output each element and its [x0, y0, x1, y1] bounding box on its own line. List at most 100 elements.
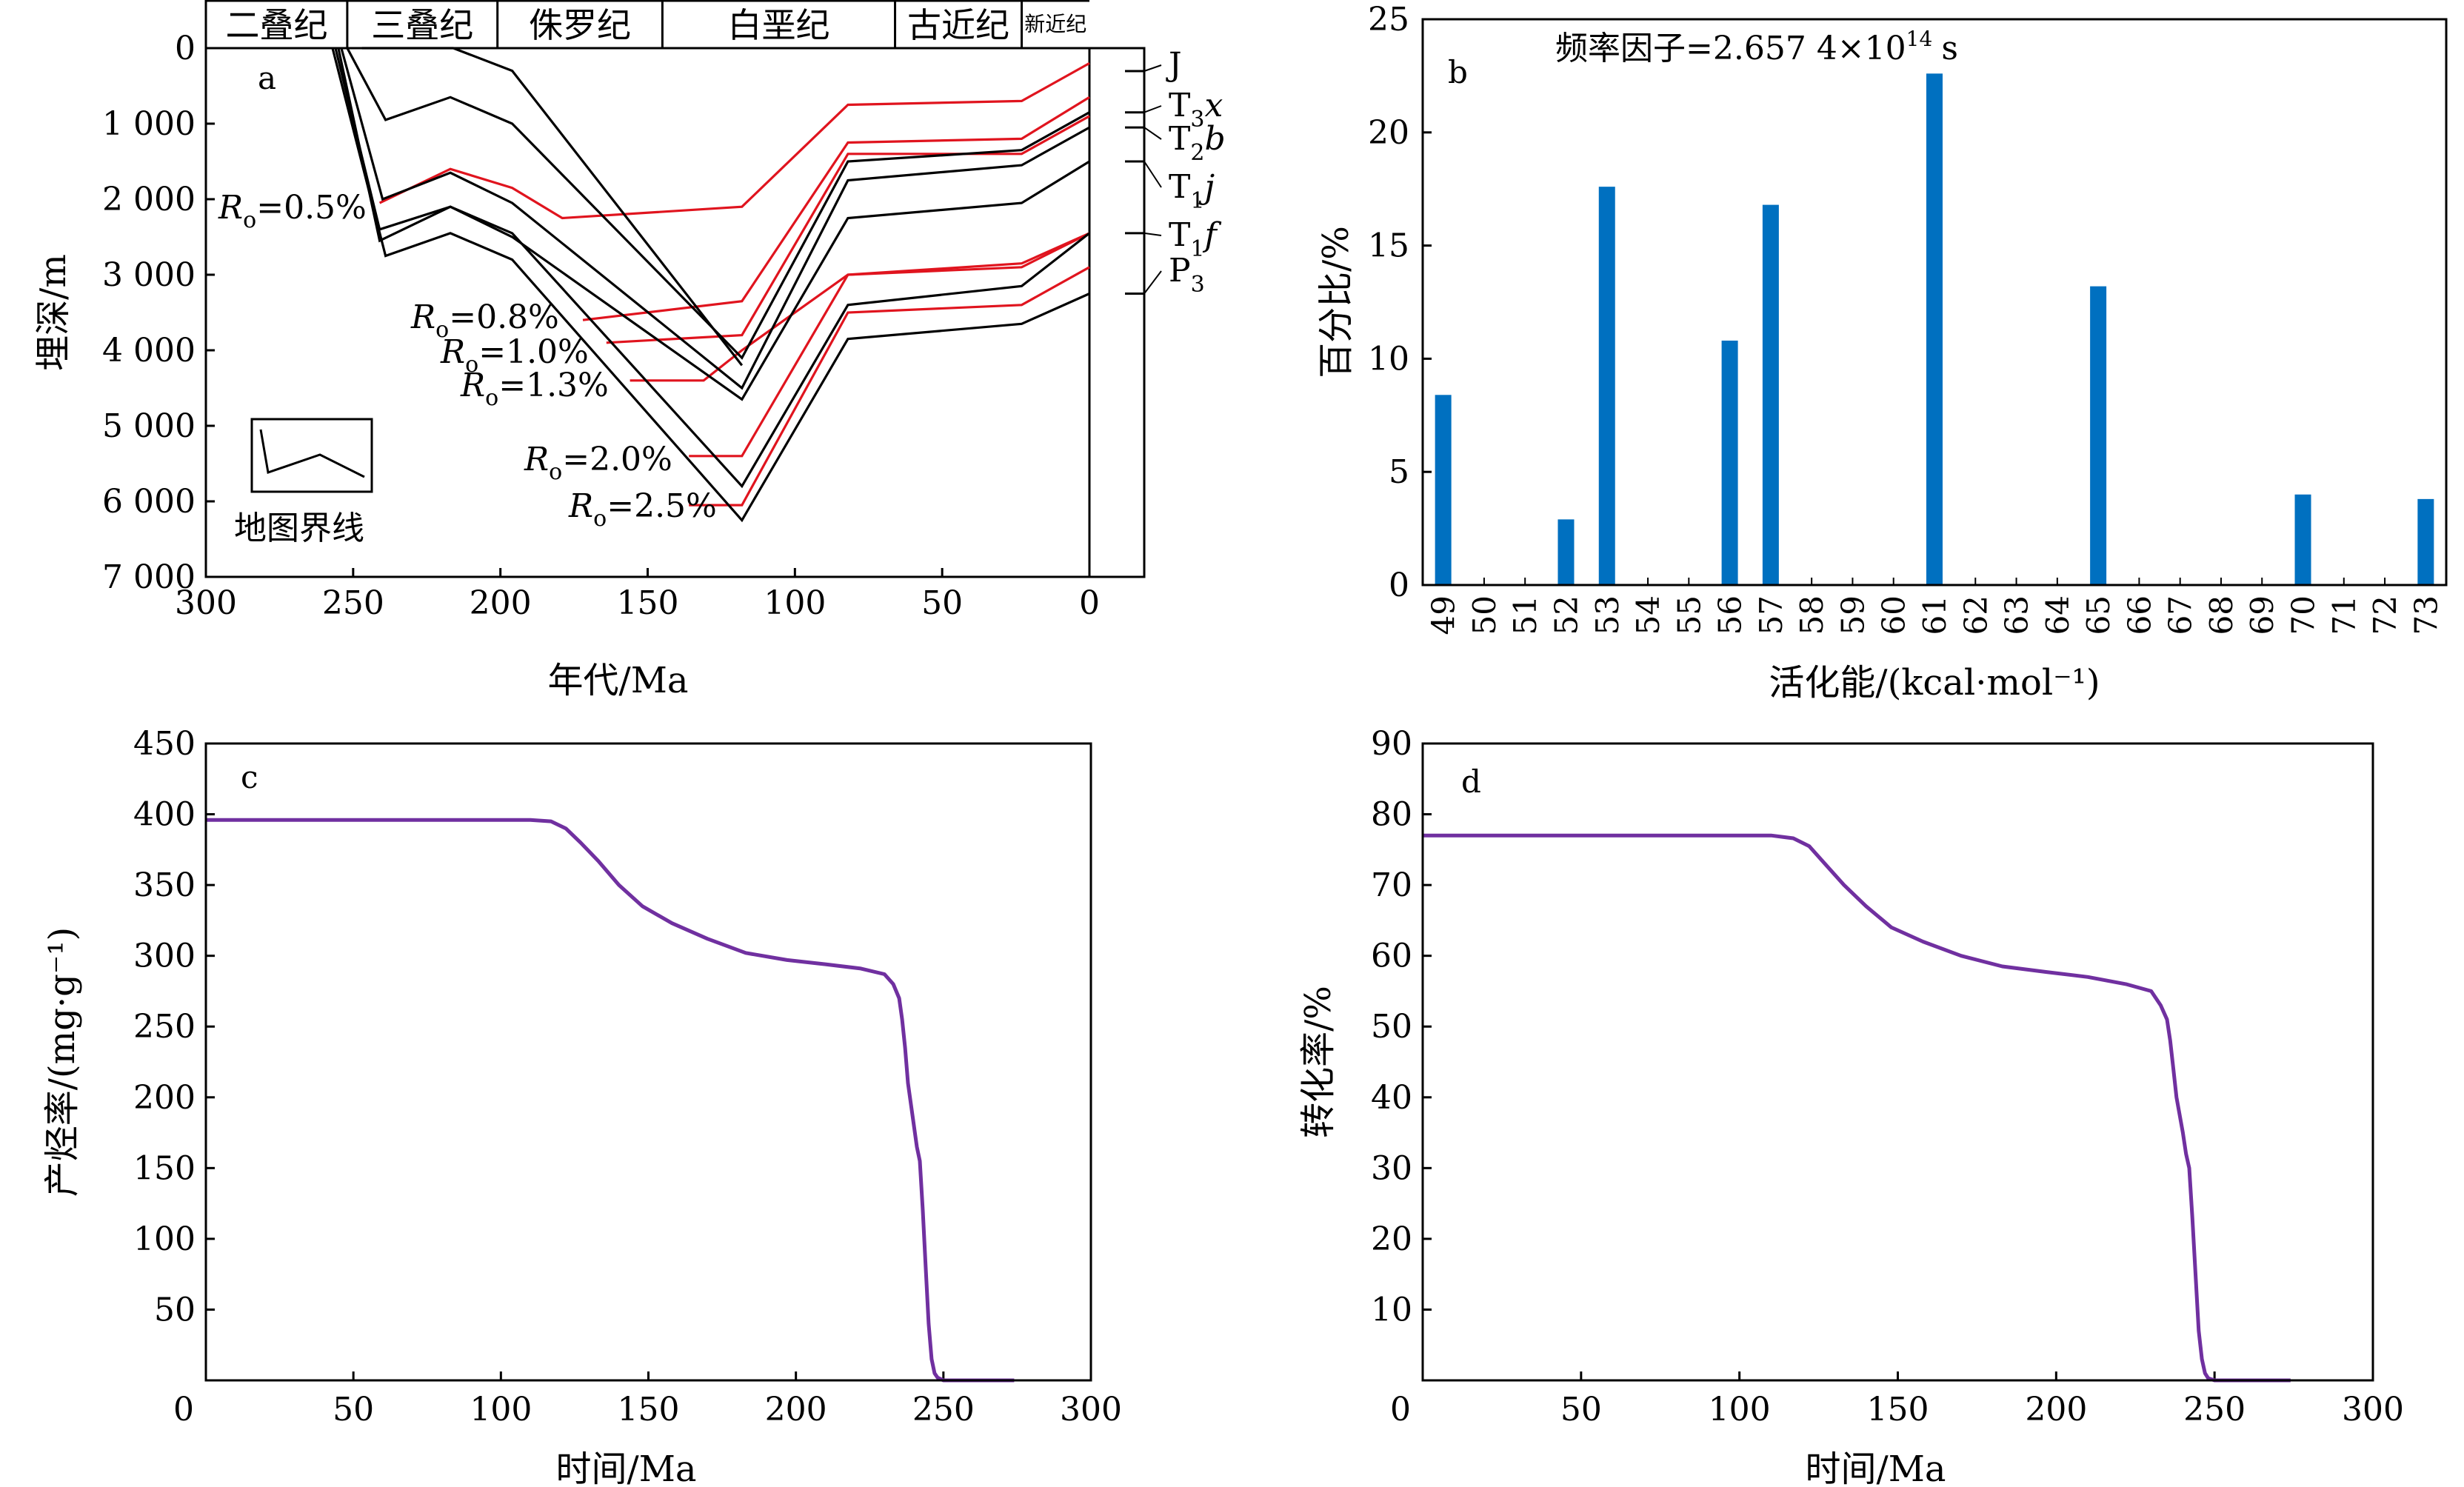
- bar: [2090, 286, 2107, 585]
- panel-c-letter: c: [241, 759, 258, 795]
- bar: [1721, 340, 1738, 585]
- bar: [1598, 187, 1615, 586]
- x-tick-label: 69: [2244, 595, 2280, 635]
- y-tick-label: 100: [133, 1220, 196, 1258]
- x-axis-label: 时间/Ma: [1806, 1448, 1946, 1487]
- y-axis-label: 产烃率/(mg·g⁻¹): [41, 927, 83, 1197]
- panel-c-series: [206, 818, 1015, 1383]
- panel-d-series: [1423, 833, 2291, 1383]
- panel-c-axes: 0 50 100 150 200 250 300 50 100 150 200 250 300 350 40…: [41, 725, 1122, 1487]
- x-tick-label: 61: [1917, 595, 1953, 635]
- y-tick-label: 4 000: [102, 332, 196, 370]
- panel-a-axes: 300 250 200 150 100 50 0 0 1 000 2 000 3 000 4 000 5…: [33, 30, 1100, 701]
- panel-c-hydrocarbon-yield: 0 50 100 150 200 250 300 50 100 150 200 250 300 350 40…: [41, 725, 1122, 1487]
- x-axis-label: 年代/Ma: [548, 660, 689, 701]
- x-tick-label: 57: [1753, 595, 1789, 635]
- y-tick-label: 70: [1371, 866, 1412, 904]
- x-tick-label: 250: [2183, 1391, 2246, 1428]
- y-tick-label: 10: [1368, 340, 1409, 378]
- y-tick-label: 5 000: [102, 407, 196, 445]
- y-tick-label: 250: [133, 1008, 196, 1046]
- x-tick-label: 52: [1548, 595, 1584, 635]
- ro-label: Ro=0.5%: [218, 189, 367, 233]
- strata-burial-curves: [331, 47, 1090, 523]
- y-tick-label: 350: [133, 866, 196, 904]
- panel-c-plot-frame: [204, 742, 1092, 1382]
- panel-a-strata-column: [1088, 47, 1146, 578]
- period-bar: 二叠纪 三叠纪 侏罗纪 白垩纪 古近纪 新近纪: [204, 0, 1089, 48]
- panel-b-letter: b: [1448, 54, 1468, 90]
- y-tick-label: 2 000: [102, 181, 196, 218]
- bar: [2417, 498, 2434, 585]
- panel-d-letter: d: [1461, 763, 1481, 800]
- x-tick-label: 300: [1060, 1391, 1122, 1428]
- y-tick-label: 1 000: [102, 105, 196, 143]
- x-tick-label: 100: [470, 1391, 532, 1428]
- x-tick-label: 0: [1079, 584, 1100, 622]
- x-tick-label: 300: [2342, 1391, 2404, 1428]
- period-label: 三叠纪: [371, 5, 473, 45]
- legend-boundary-line-icon: [259, 429, 365, 478]
- series-line: [206, 818, 1015, 1383]
- stratum-burial-curve: [337, 47, 1090, 401]
- legend-label: 地图界线: [234, 509, 364, 547]
- y-tick-label: 50: [1371, 1008, 1412, 1046]
- y-tick-label: 90: [1371, 725, 1412, 763]
- ro-label: Ro=1.3%: [460, 367, 609, 411]
- y-tick-label: 20: [1368, 114, 1409, 152]
- stratum-label: T1j: [1169, 168, 1215, 214]
- y-axis-label: 百分比/%: [1315, 226, 1357, 378]
- legend-box: [250, 418, 373, 493]
- panel-b-activation-energy: 0 5 10 15 20 25 49 50 51 52 53 54 55 56 57 58 59 60 61 62 63…: [1315, 1, 2448, 704]
- stratum-burial-curve: [340, 47, 1090, 390]
- x-tick-label: 70: [2286, 595, 2322, 635]
- y-tick-label: 200: [133, 1079, 196, 1117]
- panel-b-plot-frame: [1421, 18, 2448, 587]
- y-tick-label: 40: [1371, 1079, 1412, 1117]
- x-tick-label: 67: [2163, 595, 2199, 635]
- x-tick-label: 100: [1709, 1391, 1771, 1428]
- panel-b-axes: 0 5 10 15 20 25 49 50 51 52 53 54 55 56 57 58 59 60 61 62 63…: [1315, 1, 2444, 704]
- x-tick-label: 50: [1466, 595, 1503, 635]
- y-tick-label: 5: [1389, 453, 1409, 491]
- x-tick-label: 49: [1426, 595, 1462, 635]
- panel-a-burial-history: 二叠纪 三叠纪 侏罗纪 白垩纪 古近纪 新近纪 300 250 200 150 100 50 0 0 1 …: [33, 0, 1226, 701]
- x-tick-label: 60: [1876, 595, 1912, 635]
- series-line: [1423, 833, 2291, 1383]
- y-axis-label: 转化率/%: [1298, 986, 1339, 1138]
- x-tick-label: 64: [2040, 595, 2076, 635]
- x-axis-label: 时间/Ma: [556, 1448, 697, 1487]
- stratum-leader: [1143, 232, 1162, 236]
- period-label: 侏罗纪: [529, 5, 631, 45]
- x-tick-label: 0: [1390, 1391, 1411, 1428]
- panel-d-conversion-rate: 0 50 100 150 200 250 300 10 20 30 40 50 60 70 80 90 时间/M…: [1298, 725, 2404, 1487]
- period-label: 二叠纪: [225, 5, 327, 45]
- x-tick-label: 200: [470, 584, 532, 622]
- y-tick-label: 20: [1371, 1220, 1412, 1258]
- x-tick-label: 65: [2080, 595, 2117, 635]
- bar: [1435, 395, 1452, 585]
- y-tick-label: 6 000: [102, 483, 196, 521]
- y-axis-label: 埋深/m: [33, 254, 74, 371]
- y-tick-label: 30: [1371, 1149, 1412, 1187]
- period-label: 古近纪: [907, 5, 1009, 45]
- x-tick-label: 58: [1794, 595, 1830, 635]
- y-tick-label: 7 000: [102, 558, 196, 596]
- y-tick-label: 10: [1371, 1291, 1412, 1329]
- ro-isolines: [378, 62, 1090, 507]
- stratum-burial-curve: [331, 47, 1090, 523]
- x-tick-label: 51: [1507, 595, 1543, 635]
- period-label: 白垩纪: [727, 5, 829, 45]
- panel-d-axes: 0 50 100 150 200 250 300 10 20 30 40 50 60 70 80 90 时间/M…: [1298, 725, 2404, 1487]
- bar: [1926, 73, 1943, 586]
- y-tick-label: 50: [154, 1291, 196, 1329]
- y-tick-label: 60: [1371, 938, 1412, 975]
- x-tick-label: 56: [1712, 595, 1749, 635]
- ro-isoline: [582, 96, 1090, 321]
- y-tick-label: 3 000: [102, 256, 196, 294]
- x-tick-label: 53: [1589, 595, 1626, 635]
- x-tick-label: 300: [175, 584, 237, 622]
- x-tick-label: 100: [764, 584, 826, 622]
- x-axis-label: 活化能/(kcal·mol⁻¹): [1769, 662, 2100, 704]
- x-tick-label: 250: [912, 1391, 975, 1428]
